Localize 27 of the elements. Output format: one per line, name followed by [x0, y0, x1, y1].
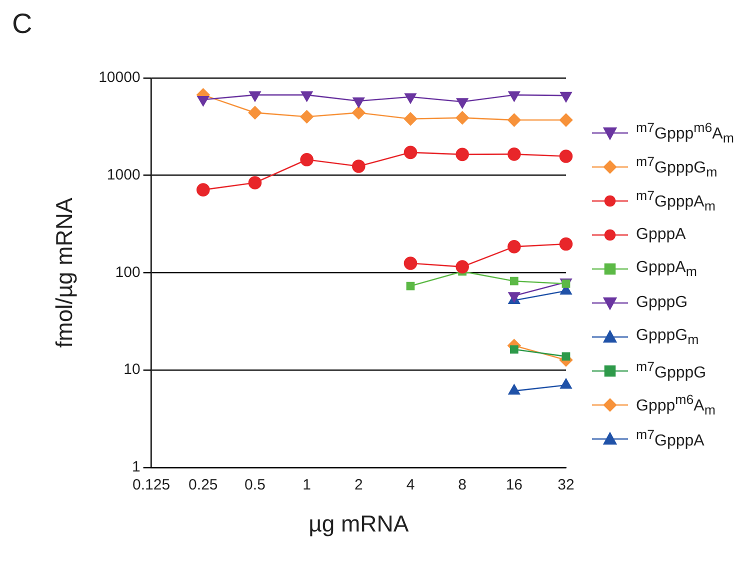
y-tick-label: 10000: [98, 69, 140, 86]
y-tick-label: 1000: [106, 166, 140, 184]
x-tick-label: 2: [354, 476, 363, 494]
x-tick-label: 0.5: [244, 476, 266, 494]
legend-label: $^{m7}$Gppp$^{m6}$A$_{m}$: [636, 120, 734, 146]
legend-label: $^{m7}$GpppA: [636, 427, 704, 451]
x-axis-title: µg mRNA: [308, 510, 410, 537]
legend-label: GpppA$_{m}$: [636, 258, 697, 280]
x-tick-label: 16: [506, 476, 523, 494]
legend-label: $^{m7}$GpppG: [636, 359, 706, 383]
text: C: [12, 8, 32, 40]
x-tick-label: 0.125: [132, 476, 170, 494]
x-tick-label: 32: [558, 476, 574, 494]
y-axis-title: fmol/µg mRNA: [51, 197, 78, 348]
x-tick-label: 8: [458, 476, 466, 494]
legend-label: GpppA: [636, 226, 686, 244]
legend-label: Gppp$^{m6}$A$_{m}$: [636, 392, 716, 418]
y-tick-label: 1: [132, 458, 140, 476]
x-tick-label: 4: [406, 476, 415, 494]
x-tick-label: 0.25: [188, 476, 218, 494]
y-tick-label: 10: [124, 361, 140, 378]
x-tick-label: 1: [302, 476, 311, 494]
legend-label: $^{m7}$GpppG$_{m}$: [636, 154, 718, 180]
legend-label: GpppG$_{m}$: [636, 326, 699, 348]
legend-label: GpppG: [636, 294, 688, 312]
y-tick-label: 100: [115, 264, 140, 281]
legend-label: $^{m7}$GpppA$_{m}$: [636, 188, 716, 214]
